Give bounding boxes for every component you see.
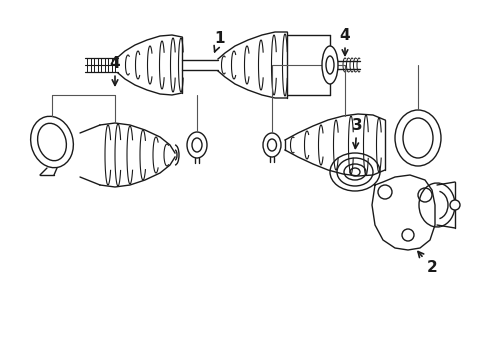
Ellipse shape xyxy=(337,158,373,186)
Ellipse shape xyxy=(350,168,360,176)
Text: 4: 4 xyxy=(110,55,121,85)
Circle shape xyxy=(402,229,414,241)
Ellipse shape xyxy=(326,56,334,74)
Ellipse shape xyxy=(38,123,66,161)
Ellipse shape xyxy=(344,164,366,180)
Polygon shape xyxy=(285,114,385,176)
Text: 4: 4 xyxy=(340,27,350,55)
Circle shape xyxy=(418,188,432,202)
Circle shape xyxy=(378,185,392,199)
Ellipse shape xyxy=(268,139,276,151)
Text: 3: 3 xyxy=(352,117,362,148)
Ellipse shape xyxy=(330,153,380,191)
Ellipse shape xyxy=(263,133,281,157)
Text: 2: 2 xyxy=(418,252,438,275)
Circle shape xyxy=(450,200,460,210)
Ellipse shape xyxy=(403,118,433,158)
Polygon shape xyxy=(100,123,175,187)
Polygon shape xyxy=(372,175,435,250)
Ellipse shape xyxy=(31,116,74,168)
Ellipse shape xyxy=(187,132,207,158)
Text: 1: 1 xyxy=(214,31,225,52)
Ellipse shape xyxy=(322,46,338,84)
Ellipse shape xyxy=(395,110,441,166)
Ellipse shape xyxy=(192,138,202,152)
